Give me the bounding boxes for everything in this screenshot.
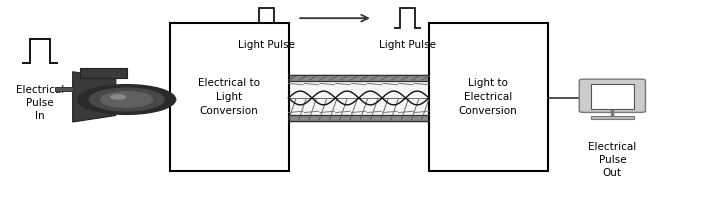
Bar xyxy=(429,23,547,171)
Circle shape xyxy=(111,95,125,99)
Bar xyxy=(170,23,288,171)
Circle shape xyxy=(78,85,175,114)
Text: Light Pulse: Light Pulse xyxy=(239,40,296,50)
Bar xyxy=(590,84,634,109)
Polygon shape xyxy=(73,72,116,122)
Text: Light to
Electrical
Conversion: Light to Electrical Conversion xyxy=(459,78,518,116)
Circle shape xyxy=(101,92,153,107)
Bar xyxy=(288,75,429,81)
Bar xyxy=(288,81,429,114)
Text: Electrical to
Light
Conversion: Electrical to Light Conversion xyxy=(198,78,260,116)
Text: Light Pulse: Light Pulse xyxy=(379,40,435,50)
Text: Electrical
Pulse
Out: Electrical Pulse Out xyxy=(588,142,637,178)
Polygon shape xyxy=(55,87,73,92)
Bar xyxy=(590,116,634,119)
FancyBboxPatch shape xyxy=(579,79,645,112)
Text: Electrical
Pulse
In: Electrical Pulse In xyxy=(16,85,64,121)
Bar xyxy=(288,75,429,121)
Polygon shape xyxy=(80,68,127,78)
Bar xyxy=(288,114,429,121)
Circle shape xyxy=(89,88,164,111)
